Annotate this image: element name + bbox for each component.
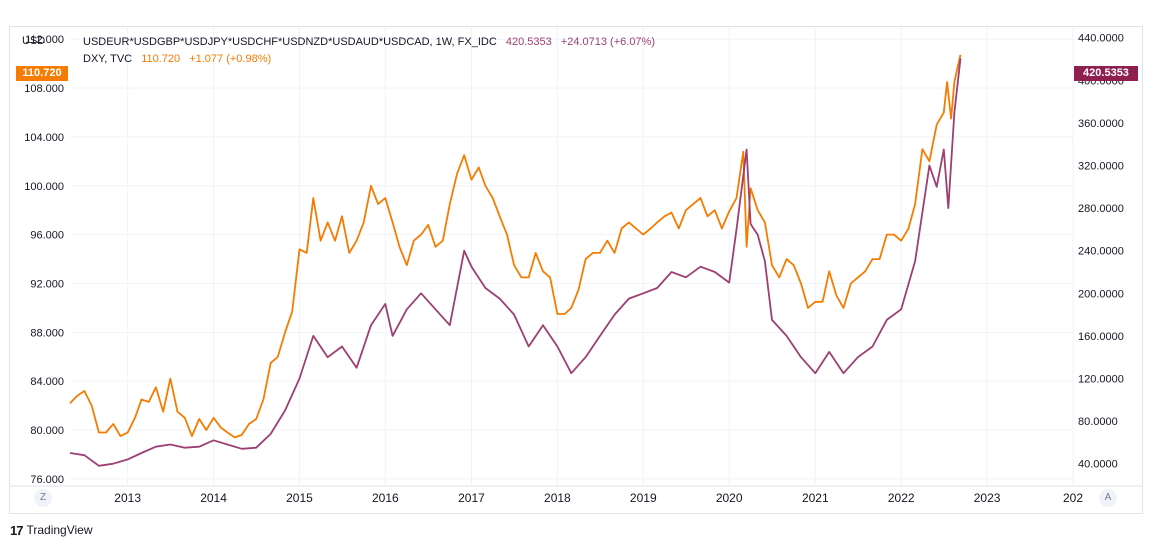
legend-main-symbol: USDEUR*USDGBP*USDJPY*USDCHF*USDNZD*USDAU… <box>83 36 497 48</box>
left-axis-tick: 80.000 <box>30 425 64 437</box>
log-scale-button[interactable]: Z <box>34 489 52 507</box>
left-axis-tick: 104.000 <box>24 132 64 144</box>
time-axis-tick: 2021 <box>802 491 829 505</box>
legend-main-value: 420.5353 <box>505 36 552 48</box>
left-axis-tick: 76.000 <box>30 474 64 486</box>
legend-compare-change: +1.077 (+0.98%) <box>189 53 272 65</box>
right-axis-tick: 200.0000 <box>1078 288 1124 300</box>
right-axis-tick: 80.0000 <box>1078 416 1118 428</box>
tradingview-name: TradingView <box>26 523 93 537</box>
right-axis-tick: 360.0000 <box>1078 118 1124 130</box>
left-axis-tick: 88.000 <box>30 327 64 339</box>
left-axis-tick: 92.000 <box>30 278 64 290</box>
dxy-series-line <box>69 54 962 439</box>
time-axis-tick: 2015 <box>286 491 313 505</box>
dxy-last-value-tag: 110.720 <box>16 66 68 81</box>
time-axis-tick: 2023 <box>974 491 1001 505</box>
left-axis-tick: 84.000 <box>30 376 64 388</box>
time-axis-tick: 202 <box>1063 491 1083 505</box>
legend-main-change: +24.0713 (+6.07%) <box>560 36 655 48</box>
grid <box>10 27 1142 487</box>
basket-last-value-tag: 420.5353 <box>1074 66 1138 81</box>
time-axis-tick: 2017 <box>458 491 485 505</box>
right-axis-tick: 440.0000 <box>1078 33 1124 45</box>
left-axis-tick: 108.000 <box>24 83 64 95</box>
chart-frame[interactable] <box>9 26 1143 514</box>
right-axis-tick: 320.0000 <box>1078 160 1124 172</box>
left-axis-unit: USD <box>22 35 46 47</box>
time-axis-tick: 2022 <box>888 491 915 505</box>
right-axis-tick: 280.0000 <box>1078 203 1124 215</box>
time-axis-tick: 2019 <box>630 491 657 505</box>
basket-series-line <box>69 58 962 467</box>
time-axis-tick: 2020 <box>716 491 743 505</box>
left-axis-tick: 112.000 <box>25 34 64 46</box>
series-layer <box>69 54 962 467</box>
tradingview-logo[interactable]: 17 TradingView <box>10 521 93 539</box>
time-axis-tick: 2014 <box>200 491 227 505</box>
right-axis-tick: 240.0000 <box>1078 246 1124 258</box>
left-axis-tick: 100.000 <box>24 181 64 193</box>
auto-scale-button[interactable]: A <box>1099 489 1117 507</box>
legend-main-series[interactable]: USDEUR*USDGBP*USDJPY*USDCHF*USDNZD*USDAU… <box>83 36 661 48</box>
tradingview-mark-icon: 17 <box>10 522 24 538</box>
time-axis-tick: 2018 <box>544 491 571 505</box>
time-axis-tick: 2016 <box>372 491 399 505</box>
legend-compare-series[interactable]: DXY, TVC 110.720 +1.077 (+0.98%) <box>83 53 277 65</box>
legend-compare-value: 110.720 <box>141 53 181 65</box>
time-axis-tick: 2013 <box>114 491 141 505</box>
time-axis: 2013 2014 2015 2016 2017 2018 2019 2020 2021 2022… <box>114 491 1083 505</box>
right-axis-tick: 120.0000 <box>1078 373 1124 385</box>
left-axis: 112.000 108.000 104.000 100.000 96.000 92.000… <box>24 34 64 486</box>
legend-compare-symbol: DXY, TVC <box>83 53 133 65</box>
right-axis-tick: 40.0000 <box>1078 459 1118 471</box>
right-axis-tick: 160.0000 <box>1078 331 1124 343</box>
right-axis: 440.0000400.0000360.0000320.0000280.0000… <box>1078 33 1124 471</box>
left-axis-tick: 96.000 <box>30 230 64 242</box>
